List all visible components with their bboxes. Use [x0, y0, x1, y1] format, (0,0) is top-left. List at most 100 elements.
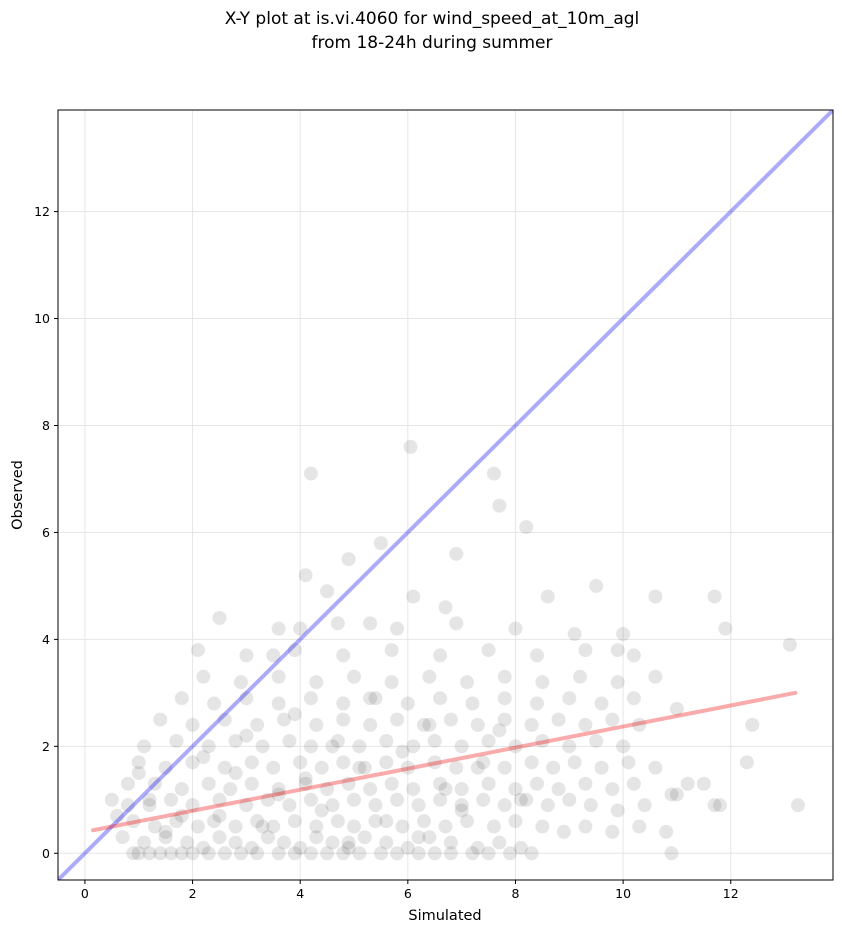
scatter-point	[390, 712, 405, 727]
scatter-point	[185, 798, 200, 813]
scatter-point	[782, 637, 797, 652]
scatter-point	[293, 840, 308, 855]
scatter-point	[147, 819, 162, 834]
scatter-point	[314, 760, 329, 775]
scatter-point	[303, 691, 318, 706]
scatter-point	[594, 696, 609, 711]
scatter-point	[255, 739, 270, 754]
chart-title-line-2: from 18-24h during summer	[312, 33, 553, 53]
scatter-point	[513, 840, 528, 855]
scatter-point	[449, 760, 464, 775]
scatter-point	[438, 819, 453, 834]
scatter-point	[492, 723, 507, 738]
scatter-point	[217, 712, 232, 727]
scatter-point	[110, 808, 125, 823]
scatter-point	[303, 466, 318, 481]
scatter-point	[535, 819, 550, 834]
chart-title-line-1: X-Y plot at is.vi.4060 for wind_speed_at…	[225, 9, 640, 29]
scatter-point	[659, 824, 674, 839]
scatter-point	[707, 589, 722, 604]
scatter-point	[433, 776, 448, 791]
scatter-point	[164, 846, 179, 861]
scatter-point	[664, 787, 679, 802]
scatter-point	[260, 792, 275, 807]
scatter-point	[169, 733, 184, 748]
scatter-point	[524, 717, 539, 732]
scatter-point	[739, 755, 754, 770]
scatter-point	[481, 776, 496, 791]
y-axis-label: Observed	[10, 460, 26, 530]
scatter-point	[164, 792, 179, 807]
scatter-point	[287, 643, 302, 658]
scatter-point	[589, 578, 604, 593]
scatter-point	[239, 798, 254, 813]
scatter-point	[363, 717, 378, 732]
y-tick-label: 0	[42, 846, 50, 861]
scatter-point	[379, 733, 394, 748]
scatter-point	[524, 846, 539, 861]
scatter-point	[341, 840, 356, 855]
scatter-point	[443, 835, 458, 850]
scatter-point	[142, 846, 157, 861]
scatter-point	[303, 739, 318, 754]
y-tick-label: 8	[42, 418, 50, 433]
scatter-point	[519, 792, 534, 807]
scatter-point	[201, 846, 216, 861]
scatter-point	[325, 739, 340, 754]
scatter-points	[104, 439, 806, 861]
scatter-point	[287, 707, 302, 722]
scatter-point	[497, 760, 512, 775]
scatter-point	[497, 798, 512, 813]
scatter-point	[174, 782, 189, 797]
scatter-point	[266, 819, 281, 834]
scatter-point	[142, 792, 157, 807]
scatter-point	[336, 755, 351, 770]
scatter-point	[712, 798, 727, 813]
scatter-point	[239, 728, 254, 743]
scatter-point	[320, 782, 335, 797]
scatter-point	[486, 466, 501, 481]
scatter-point	[207, 696, 222, 711]
scatter-point	[250, 846, 265, 861]
scatter-point	[508, 621, 523, 636]
scatter-point	[126, 846, 141, 861]
scatter-point	[546, 760, 561, 775]
scatter-point	[486, 819, 501, 834]
scatter-point	[298, 771, 313, 786]
scatter-point	[373, 536, 388, 551]
y-tick-label: 2	[42, 739, 50, 754]
scatter-point	[573, 669, 588, 684]
scatter-point	[228, 733, 243, 748]
scatter-point	[153, 712, 168, 727]
scatter-point	[390, 846, 405, 861]
scatter-point	[260, 830, 275, 845]
scatter-point	[616, 627, 631, 642]
scatter-point	[180, 835, 195, 850]
scatter-point	[379, 835, 394, 850]
scatter-point	[433, 691, 448, 706]
scatter-point	[438, 782, 453, 797]
scatter-point	[158, 830, 173, 845]
scatter-point	[282, 798, 297, 813]
plot-background	[58, 110, 833, 880]
scatter-point	[390, 621, 405, 636]
scatter-point	[201, 776, 216, 791]
scatter-point	[158, 760, 173, 775]
scatter-point	[384, 643, 399, 658]
scatter-point	[239, 691, 254, 706]
scatter-point	[137, 835, 152, 850]
scatter-point	[476, 755, 491, 770]
scatter-point	[540, 798, 555, 813]
scatter-point	[212, 808, 227, 823]
scatter-point	[422, 717, 437, 732]
scatter-point	[492, 835, 507, 850]
scatter-point	[578, 819, 593, 834]
scatter-point	[513, 792, 528, 807]
scatter-point	[556, 824, 571, 839]
scatter-point	[174, 808, 189, 823]
scatter-point	[400, 840, 415, 855]
scatter-point	[368, 798, 383, 813]
scatter-point	[562, 691, 577, 706]
scatter-point	[336, 846, 351, 861]
x-tick-label: 0	[81, 886, 89, 901]
